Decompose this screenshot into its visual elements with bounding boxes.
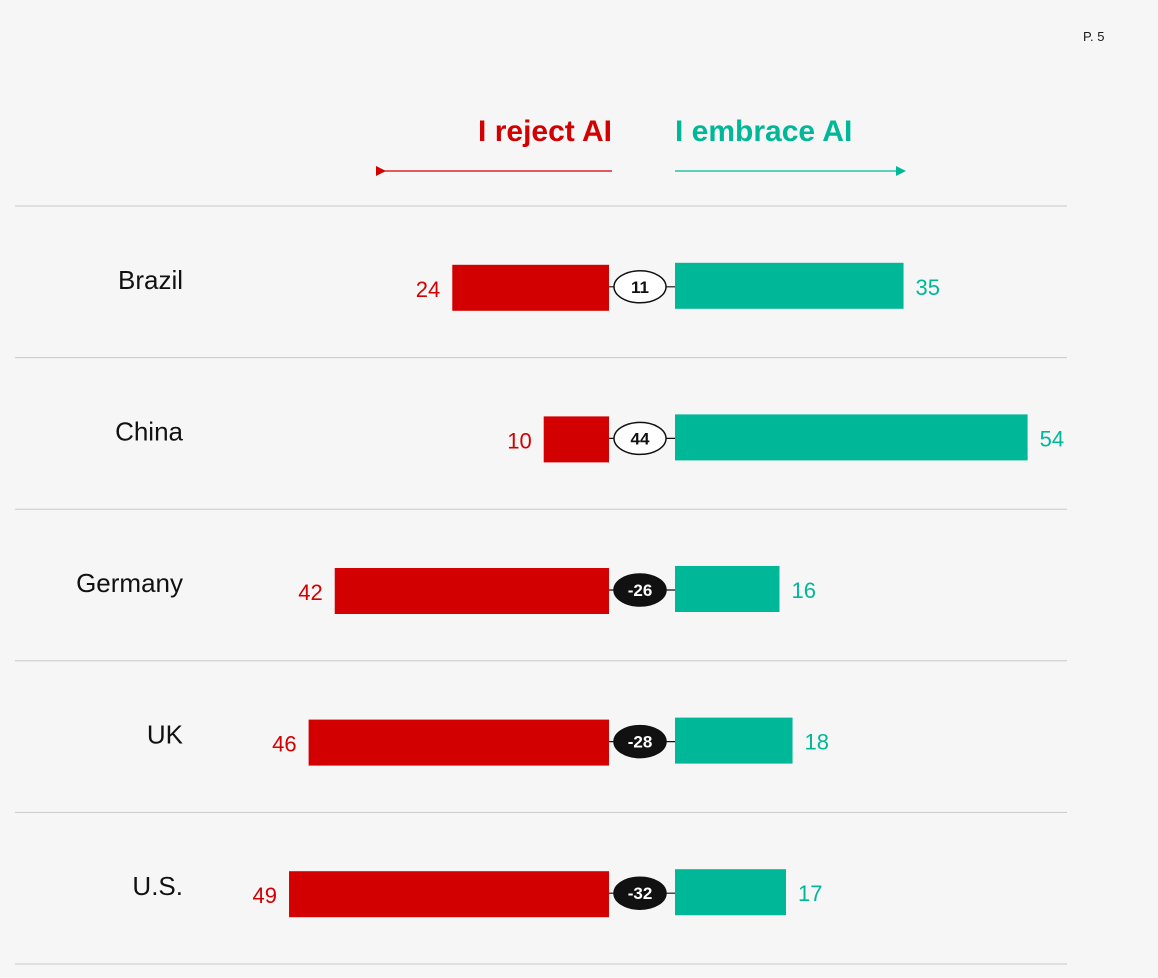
category-label: Germany [76, 568, 183, 598]
embrace-bar [675, 262, 904, 309]
reject-value-label: 42 [298, 580, 322, 605]
chart-row: Brazil 24 35 11 [15, 262, 1067, 359]
category-label: UK [147, 720, 184, 750]
embrace-bar [675, 717, 793, 764]
embrace-header-label: I embrace AI [675, 115, 852, 148]
page-number: P. 5 [1083, 29, 1105, 44]
embrace-value-label: 16 [791, 578, 815, 603]
net-oval [613, 876, 667, 910]
reject-bar [289, 871, 609, 918]
chart-row: China 10 54 44 [15, 414, 1067, 510]
embrace-bar [675, 414, 1028, 461]
embrace-value-label: 35 [916, 275, 940, 300]
reject-value-label: 24 [416, 277, 440, 302]
net-value-label: -26 [628, 581, 653, 600]
category-label: China [115, 416, 183, 446]
net-value-label: 11 [631, 278, 649, 297]
net-oval [613, 421, 667, 456]
embrace-bar [675, 869, 787, 916]
reject-bar [543, 416, 609, 463]
reject-value-label: 49 [253, 883, 277, 908]
reject-bar [308, 719, 609, 766]
chart-row: Germany 42 16 -26 [15, 566, 1067, 662]
net-oval [613, 724, 667, 759]
reject-bar [334, 568, 609, 614]
embrace-value-label: 18 [805, 730, 829, 755]
net-value-label: -32 [628, 884, 653, 903]
reject-bar [452, 264, 609, 311]
net-oval [613, 573, 667, 607]
reject-value-label: 10 [507, 428, 531, 453]
category-label: Brazil [118, 265, 183, 295]
net-oval [613, 270, 667, 304]
chart-row: UK 46 18 -28 [15, 717, 1067, 813]
reject-header-label: I reject AI [478, 115, 612, 148]
net-value-label: -28 [628, 733, 653, 752]
category-label: U.S. [132, 871, 183, 901]
chart-rows: Brazil 24 35 11 China 10 54 44 Germany 42 16 -26 UK 4… [15, 205, 1067, 965]
chart-header: I reject AI I embrace AI [376, 115, 906, 176]
reject-value-label: 46 [272, 732, 296, 757]
embrace-value-label: 17 [798, 881, 822, 906]
embrace-bar [675, 566, 780, 612]
net-value-label: 44 [631, 429, 650, 448]
chart-row: U.S. 49 17 -32 [15, 869, 1067, 965]
embrace-value-label: 54 [1040, 426, 1064, 451]
